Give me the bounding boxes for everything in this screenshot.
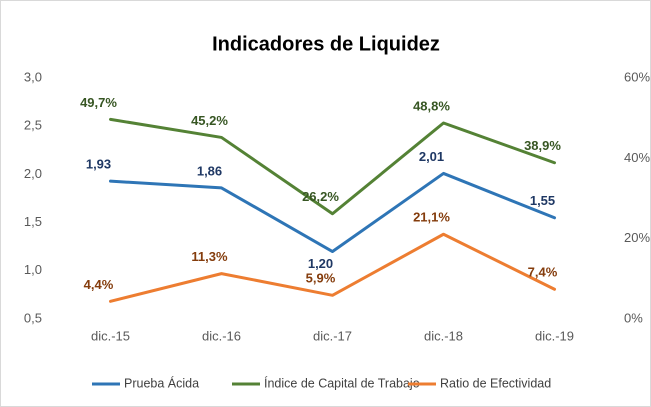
y2-tick-label: 40% bbox=[624, 150, 650, 165]
data-label: 48,8% bbox=[413, 98, 450, 113]
y-tick-label: 0,5 bbox=[24, 310, 42, 325]
data-label: 1,55 bbox=[530, 193, 555, 208]
data-label: 1,93 bbox=[86, 157, 111, 172]
y-tick-label: 2,5 bbox=[24, 118, 42, 133]
x-tick-label: dic.-16 bbox=[202, 328, 241, 343]
data-label: 2,01 bbox=[419, 149, 444, 164]
data-label: 1,20 bbox=[308, 256, 333, 271]
x-tick-label: dic.-19 bbox=[535, 328, 574, 343]
x-tick-label: dic.-18 bbox=[424, 328, 463, 343]
y-tick-label: 1,0 bbox=[24, 262, 42, 277]
data-label: 4,4% bbox=[84, 277, 114, 292]
y-tick-label: 1,5 bbox=[24, 214, 42, 229]
chart-title: Indicadores de Liquidez bbox=[212, 33, 440, 55]
series-line bbox=[109, 232, 556, 303]
legend-label: Prueba Ácida bbox=[124, 375, 199, 390]
data-label: 1,86 bbox=[197, 163, 222, 178]
data-label: 49,7% bbox=[80, 95, 117, 110]
x-tick-label: dic.-15 bbox=[91, 328, 130, 343]
data-label: 7,4% bbox=[528, 265, 558, 280]
data-label: 11,3% bbox=[191, 249, 228, 264]
data-label: 45,2% bbox=[191, 113, 228, 128]
data-label: 26,2% bbox=[302, 189, 339, 204]
y2-tick-label: 0% bbox=[624, 310, 643, 325]
legend-label: Índice de Capital de Trabajo bbox=[264, 375, 420, 390]
y-tick-label: 3,0 bbox=[24, 69, 42, 84]
y-tick-label: 2,0 bbox=[24, 166, 42, 181]
y2-tick-label: 20% bbox=[624, 230, 650, 245]
legend-label: Ratio de Efectividad bbox=[440, 376, 551, 390]
data-label: 21,1% bbox=[413, 210, 450, 225]
y2-tick-label: 60% bbox=[624, 69, 650, 84]
series-line bbox=[109, 117, 556, 216]
data-label: 38,9% bbox=[524, 138, 561, 153]
x-tick-label: dic.-17 bbox=[313, 328, 352, 343]
series-line bbox=[109, 171, 556, 254]
data-label: 5,9% bbox=[306, 271, 336, 286]
